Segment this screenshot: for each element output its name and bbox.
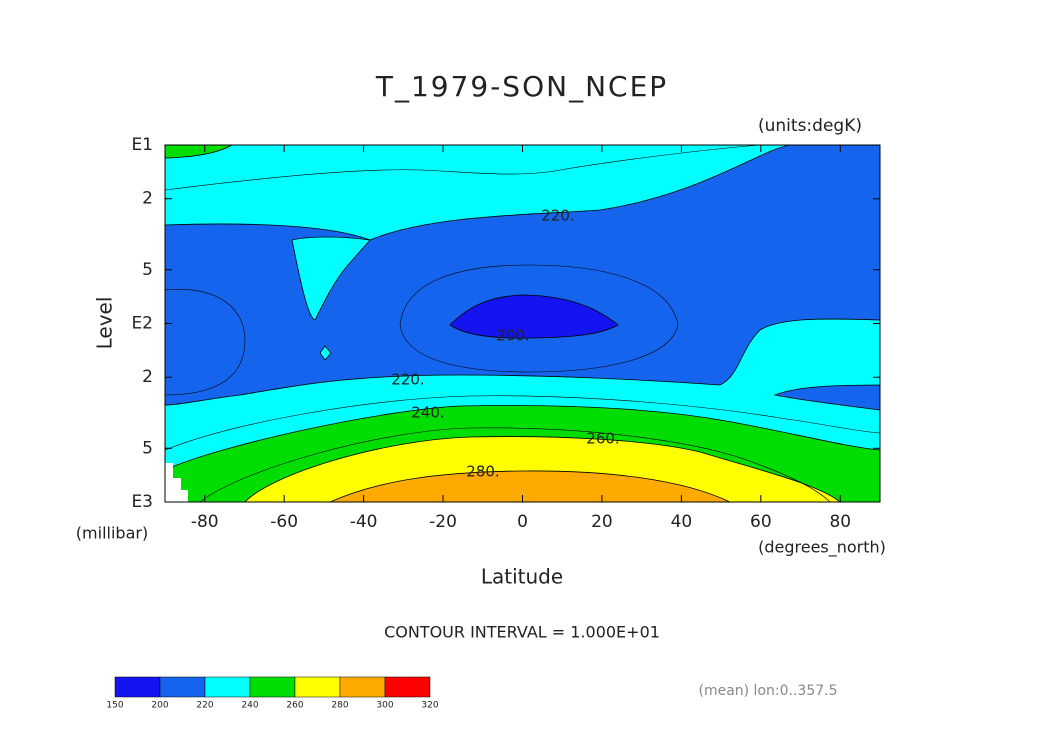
contour-region: [319, 345, 332, 361]
y-tick-label: 5: [142, 438, 153, 458]
contour-line: [164, 289, 246, 396]
x-tick-label: 20: [591, 512, 613, 532]
colorbar-label: 240: [241, 701, 258, 711]
contour-line: [399, 264, 679, 373]
y-tick-label: E3: [131, 492, 153, 512]
x-tick-label: 80: [829, 512, 851, 532]
colorbar-label: 280: [331, 701, 348, 711]
x-tick-label: -40: [350, 512, 378, 532]
x-tick-label: -60: [270, 512, 298, 532]
contour-region: [164, 144, 881, 406]
colorbar-swatch: [339, 676, 386, 698]
y-tick-label: 5: [142, 260, 153, 280]
x-tick-label: -20: [429, 512, 457, 532]
x-tick-label: 0: [517, 512, 528, 532]
x-tick-label: 40: [671, 512, 693, 532]
contour-interval: CONTOUR INTERVAL = 1.000E+01: [384, 623, 660, 642]
y-axis-label: Level: [93, 297, 117, 350]
y-tick-label: E1: [131, 135, 153, 155]
contour-label: 280.: [466, 463, 499, 481]
y-tick-label: 2: [142, 189, 153, 209]
y-units: (millibar): [76, 524, 148, 543]
colorbar-swatch: [204, 676, 251, 698]
colorbar-swatch: [384, 676, 431, 698]
contour-label: 200.: [496, 327, 529, 345]
x-units: (degrees_north): [758, 538, 886, 558]
missing-data: [165, 463, 188, 502]
colorbar-label: 200: [151, 701, 168, 711]
contour-line: [164, 395, 881, 451]
y-tick-label: 2: [142, 367, 153, 387]
colorbar-swatch: [114, 676, 161, 698]
contour-label: 220.: [391, 371, 424, 389]
y-tick-label: E2: [131, 314, 153, 334]
colorbar-swatch: [159, 676, 206, 698]
units-label: (units:degK): [758, 116, 862, 136]
contour-label: 240.: [411, 404, 444, 422]
contour-label: 220.: [541, 207, 574, 225]
contour-region: [329, 470, 731, 503]
colorbar-label: 220: [196, 701, 213, 711]
chart-title: T_1979-SON_NCEP: [375, 70, 668, 103]
colorbar-swatch: [249, 676, 296, 698]
colorbar-label: 150: [106, 701, 123, 711]
x-tick-label: -80: [191, 512, 219, 532]
colorbar-label: 260: [286, 701, 303, 711]
colorbar-label: 300: [376, 701, 393, 711]
x-axis-label: Latitude: [481, 565, 563, 589]
contour-region: [449, 294, 619, 339]
contour-region: [291, 236, 371, 321]
contour-label: 260.: [586, 430, 619, 448]
footnote: (mean) lon:0..357.5: [698, 683, 837, 699]
contour-line: [199, 427, 831, 503]
contour-line: [164, 144, 761, 191]
colorbar-label: 320: [421, 701, 438, 711]
colorbar-swatch: [294, 676, 341, 698]
x-tick-label: 60: [750, 512, 772, 532]
